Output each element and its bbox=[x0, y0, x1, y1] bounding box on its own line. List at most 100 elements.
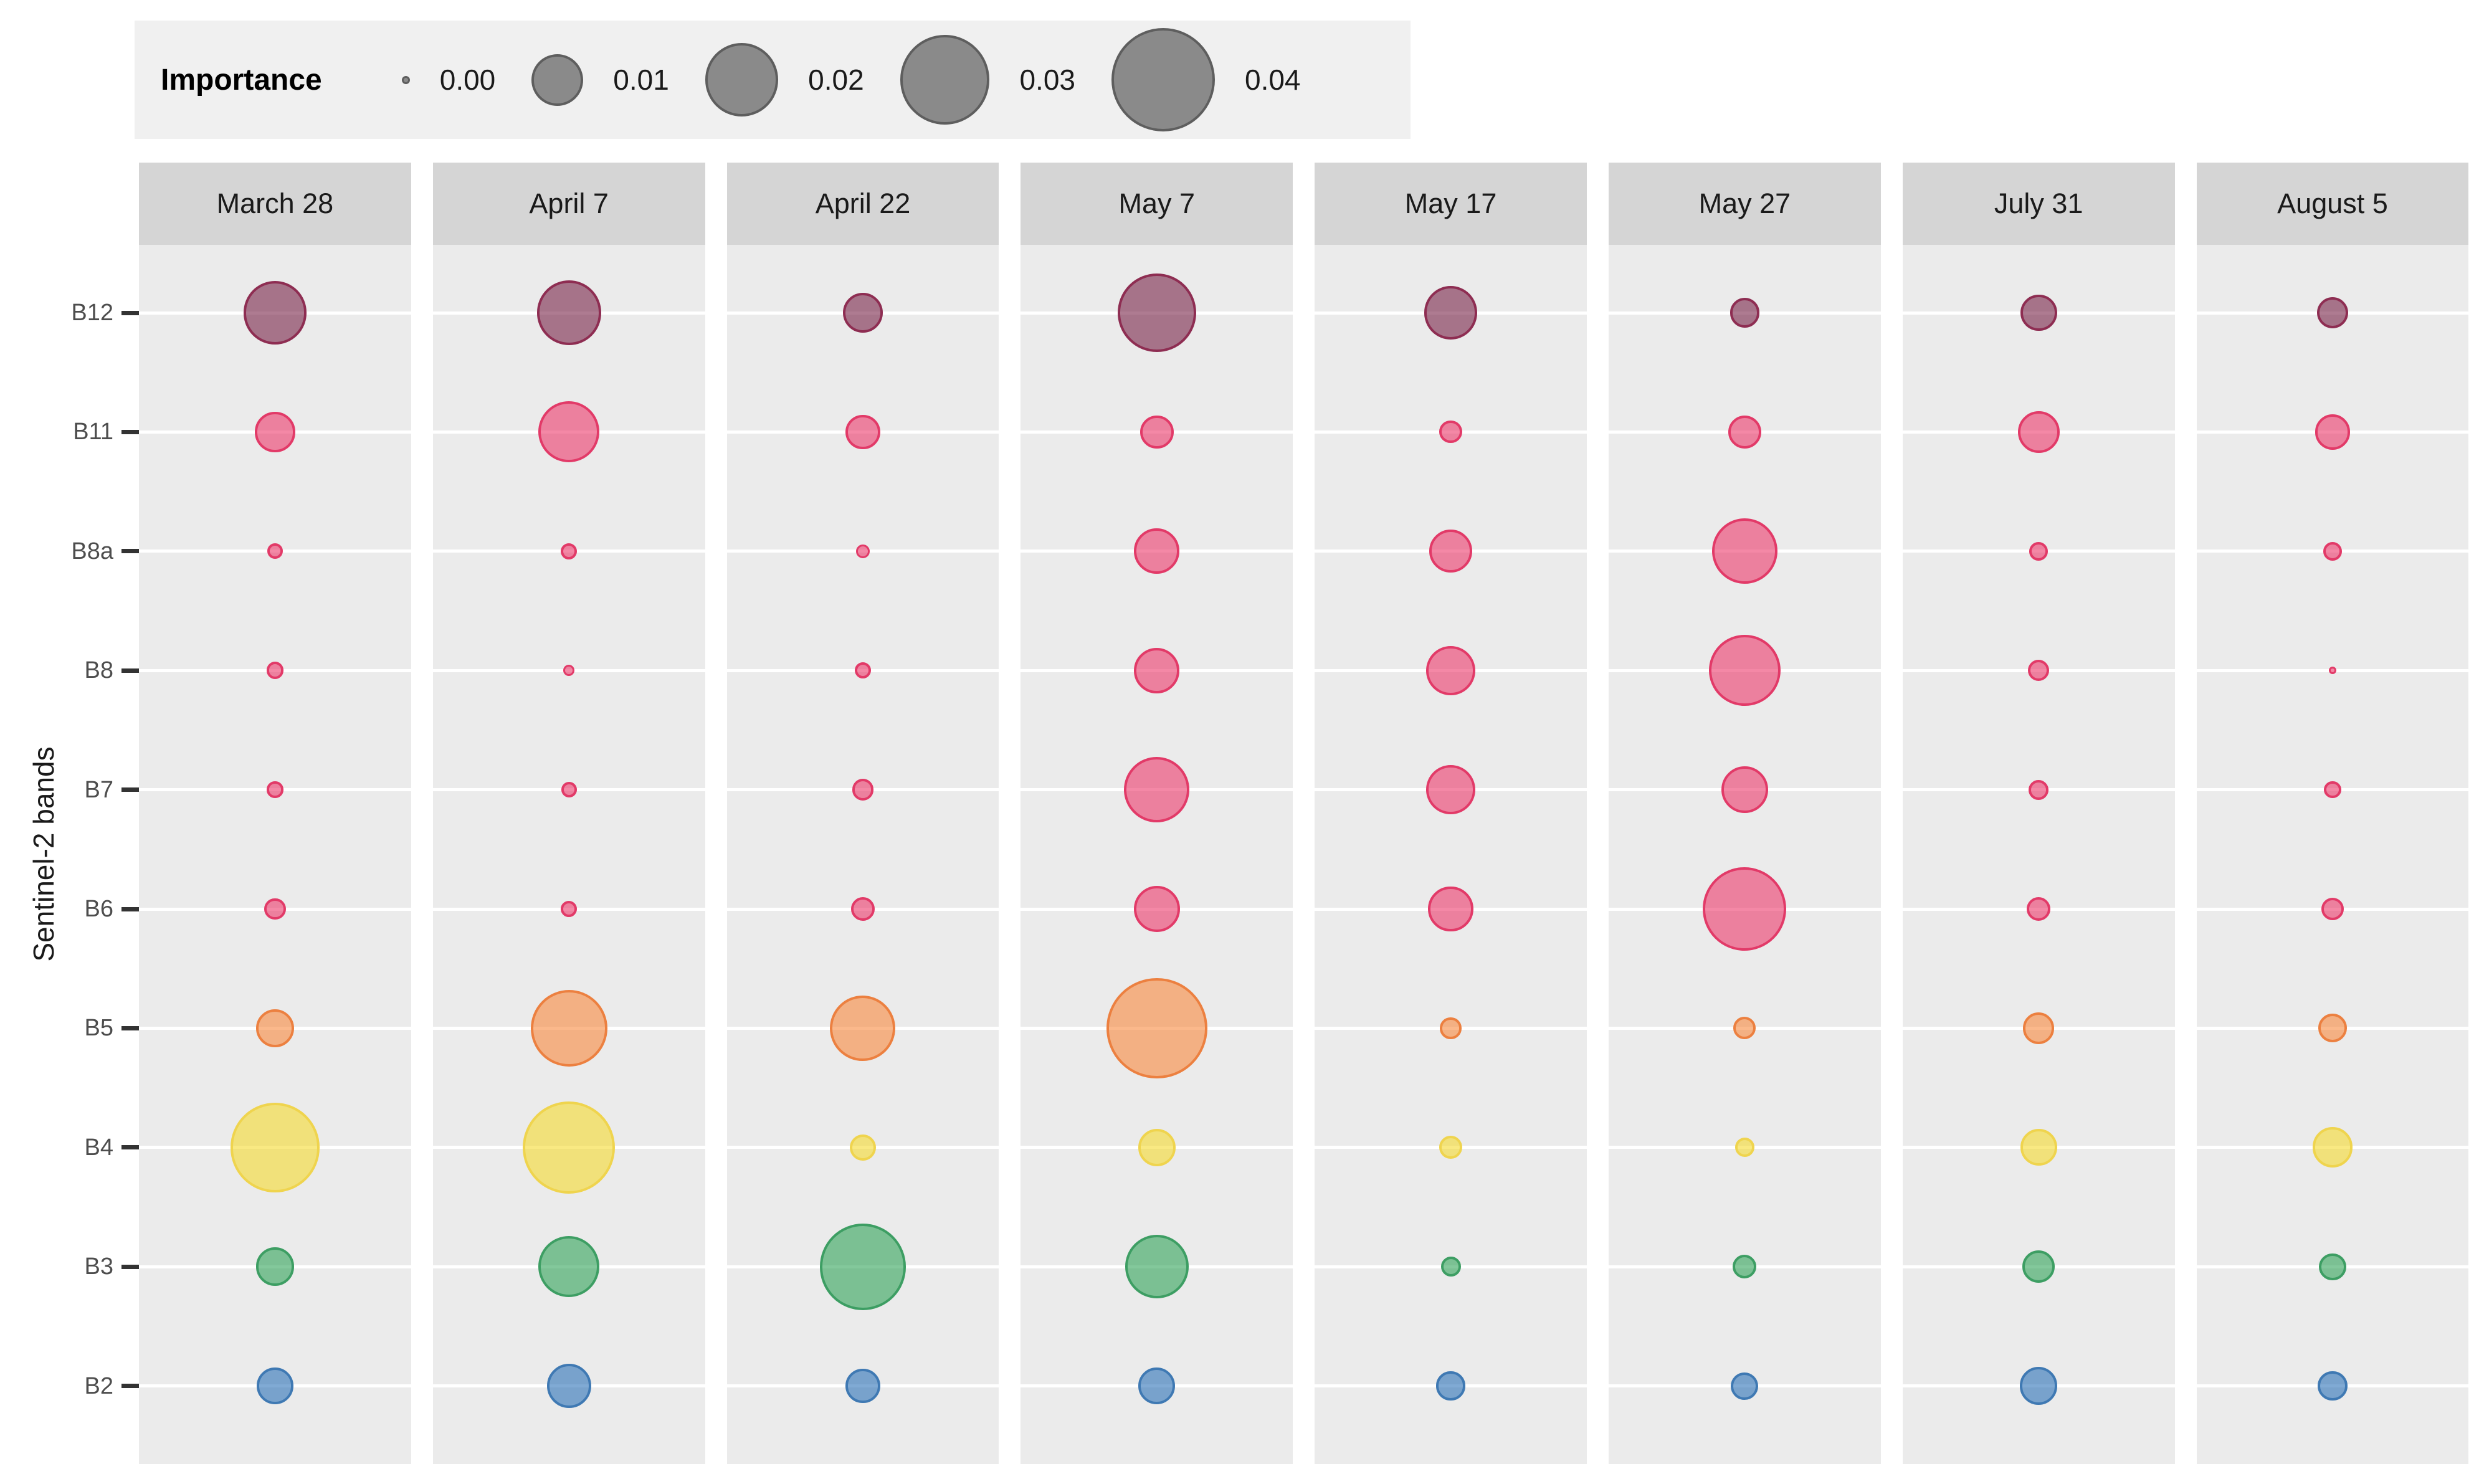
bubble-b12-may-17 bbox=[1424, 286, 1478, 340]
bubble-b8-may-7 bbox=[1134, 647, 1180, 693]
y-tick-mark bbox=[121, 1145, 139, 1150]
bubble-b2-april-22 bbox=[845, 1369, 880, 1404]
legend-item-0.04: 0.04 bbox=[1111, 28, 1301, 131]
bubble-b8-april-22 bbox=[854, 662, 872, 679]
bubble-b7-august-5 bbox=[2324, 781, 2341, 799]
y-tick-mark bbox=[121, 906, 139, 911]
facet-header-may-7: May 7 bbox=[1021, 163, 1293, 245]
facet-header-april-22: April 22 bbox=[726, 163, 999, 245]
y-tick-label-b4: B4 bbox=[84, 1134, 113, 1161]
legend-size-key-icon bbox=[401, 75, 410, 84]
bubble-b8-july-31 bbox=[2028, 660, 2050, 682]
bubble-b3-march-28 bbox=[255, 1247, 295, 1286]
y-tick-label-b12: B12 bbox=[71, 300, 113, 326]
bubble-b3-august-5 bbox=[2319, 1253, 2346, 1280]
facet-panel-july-31 bbox=[1902, 245, 2175, 1464]
bubble-b11-july-31 bbox=[2017, 411, 2060, 453]
bubble-b6-may-7 bbox=[1133, 885, 1180, 933]
bubble-b12-may-7 bbox=[1117, 273, 1196, 352]
y-tick-label-b6: B6 bbox=[84, 896, 113, 922]
legend-value-label: 0.01 bbox=[613, 64, 669, 96]
bubble-b3-april-7 bbox=[538, 1236, 600, 1298]
bubble-b11-march-28 bbox=[255, 412, 295, 452]
bubble-b12-march-28 bbox=[243, 281, 307, 345]
legend-value-label: 0.02 bbox=[808, 64, 864, 96]
facet-panel-march-28 bbox=[139, 245, 411, 1464]
bubble-b8-may-17 bbox=[1426, 645, 1475, 695]
bubble-b8a-march-28 bbox=[267, 543, 283, 559]
legend-item-0.03: 0.03 bbox=[900, 35, 1075, 125]
bubble-b6-april-7 bbox=[561, 900, 578, 918]
bubble-b7-april-7 bbox=[561, 782, 577, 798]
y-tick-mark bbox=[121, 549, 139, 554]
bubble-b7-march-28 bbox=[267, 781, 283, 798]
facet-header-march-28: March 28 bbox=[139, 163, 411, 245]
bubble-b8a-april-7 bbox=[561, 543, 578, 559]
bubble-b2-april-7 bbox=[546, 1364, 591, 1409]
legend-size-key-icon bbox=[531, 54, 584, 106]
bubble-b11-april-7 bbox=[538, 401, 600, 463]
bubble-b8a-may-27 bbox=[1711, 518, 1777, 584]
y-tick-mark bbox=[121, 1025, 139, 1030]
bubble-b8a-may-7 bbox=[1134, 528, 1180, 574]
legend-size-key-icon bbox=[705, 43, 779, 117]
y-tick-label-b3: B3 bbox=[84, 1253, 113, 1280]
y-tick-label-b5: B5 bbox=[84, 1015, 113, 1042]
bubble-b4-april-7 bbox=[522, 1101, 616, 1194]
bubble-b8-march-28 bbox=[266, 662, 284, 679]
bubble-b12-july-31 bbox=[2020, 294, 2057, 331]
y-tick-label-b8: B8 bbox=[84, 657, 113, 684]
bubble-b4-july-31 bbox=[2020, 1129, 2057, 1166]
bubble-b3-may-17 bbox=[1440, 1257, 1461, 1277]
bubble-b3-april-22 bbox=[819, 1223, 906, 1310]
bubble-b5-august-5 bbox=[2318, 1014, 2348, 1043]
y-tick-mark bbox=[121, 668, 139, 673]
legend-items: 0.00 0.01 0.02 0.03 0.04 bbox=[366, 28, 1301, 131]
legend-value-label: 0.00 bbox=[439, 64, 496, 96]
facet-header-may-17: May 17 bbox=[1315, 163, 1587, 245]
bubble-b7-july-31 bbox=[2029, 779, 2049, 800]
bubble-b5-may-7 bbox=[1106, 977, 1207, 1079]
bubble-b7-may-17 bbox=[1426, 765, 1475, 814]
bubble-b12-august-5 bbox=[2316, 297, 2349, 329]
facet-panel-august-5 bbox=[2196, 245, 2469, 1464]
facet-header-august-5: August 5 bbox=[2196, 163, 2469, 245]
bubble-b5-march-28 bbox=[255, 1009, 295, 1048]
bubble-b5-may-17 bbox=[1440, 1017, 1462, 1039]
y-tick-mark bbox=[121, 787, 139, 792]
legend-item-0.01: 0.01 bbox=[531, 54, 669, 106]
legend-value-label: 0.04 bbox=[1244, 64, 1301, 96]
bubble-b6-august-5 bbox=[2321, 897, 2344, 921]
bubble-b4-may-27 bbox=[1734, 1138, 1754, 1158]
bubble-b6-may-17 bbox=[1428, 886, 1473, 932]
bubble-b3-may-7 bbox=[1125, 1235, 1189, 1298]
legend-value-label: 0.03 bbox=[1019, 64, 1075, 96]
bubble-b2-may-7 bbox=[1138, 1367, 1176, 1404]
bubble-b6-may-27 bbox=[1703, 867, 1787, 951]
bubble-b8a-august-5 bbox=[2323, 541, 2342, 561]
bubble-b5-july-31 bbox=[2022, 1012, 2055, 1044]
y-tick-mark bbox=[121, 310, 139, 315]
bubble-b11-april-22 bbox=[845, 414, 880, 449]
bubble-b5-april-7 bbox=[530, 989, 607, 1067]
bubble-b8-april-7 bbox=[563, 664, 575, 677]
bubble-b8a-april-22 bbox=[856, 544, 870, 558]
bubble-b8-may-27 bbox=[1709, 634, 1781, 706]
bubble-b8a-july-31 bbox=[2029, 541, 2048, 561]
facet-header-april-7: April 7 bbox=[432, 163, 705, 245]
bubble-b7-april-22 bbox=[852, 779, 874, 801]
bubble-b6-april-22 bbox=[850, 897, 875, 921]
bubble-b3-july-31 bbox=[2022, 1250, 2055, 1283]
bubble-b11-august-5 bbox=[2315, 414, 2351, 450]
facet-header-july-31: July 31 bbox=[1902, 163, 2175, 245]
bubble-b8a-may-17 bbox=[1429, 530, 1473, 573]
bubble-b12-april-22 bbox=[842, 292, 883, 333]
facet-panel-april-22 bbox=[726, 245, 999, 1464]
facet-panel-may-27 bbox=[1609, 245, 1881, 1464]
legend-item-0.02: 0.02 bbox=[705, 43, 864, 117]
bubble-b2-may-27 bbox=[1731, 1372, 1759, 1400]
bubble-b8-august-5 bbox=[2328, 667, 2336, 675]
y-tick-label-b11: B11 bbox=[73, 419, 113, 445]
bubble-b5-may-27 bbox=[1733, 1017, 1756, 1040]
